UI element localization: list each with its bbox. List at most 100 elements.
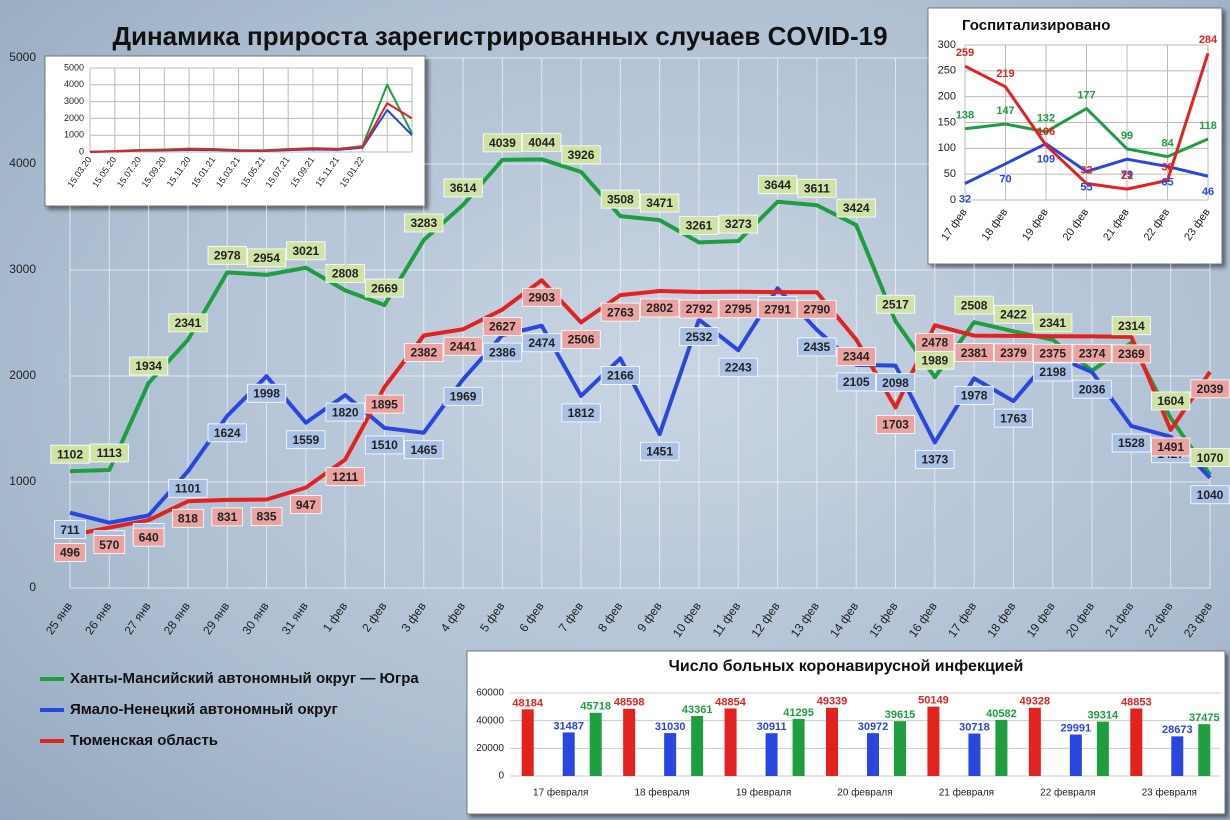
data-label-box: [443, 386, 483, 406]
data-label: 1969: [450, 389, 477, 403]
data-label-box: [1072, 343, 1112, 363]
data-label: 640: [139, 530, 159, 544]
data-label-box: [993, 408, 1034, 428]
data-label-box: [50, 444, 90, 464]
data-label: 835: [257, 510, 277, 524]
data-label-box: [757, 175, 798, 195]
data-label: 79: [1121, 169, 1133, 181]
data-label-box: [1190, 485, 1230, 505]
bar: [691, 716, 704, 776]
data-label-box: [522, 287, 562, 307]
data-label-box: [718, 214, 758, 234]
data-label: 3611: [804, 181, 830, 195]
data-label: 2341: [175, 316, 202, 330]
data-label: 21: [1121, 170, 1133, 182]
data-label: 2382: [410, 346, 437, 360]
data-label: 1070: [1197, 451, 1224, 465]
chart-title: Госпитализировано: [962, 17, 1110, 34]
data-label: 1763: [1000, 411, 1027, 425]
x-tick-label: 20 февраля: [837, 787, 892, 799]
data-label: 2098: [882, 376, 909, 390]
data-label: 2954: [253, 251, 280, 265]
data-label-box: [993, 343, 1034, 363]
data-label: 219: [996, 68, 1014, 80]
y-tick-label: 300: [938, 39, 956, 51]
data-label: 132: [1037, 113, 1055, 125]
data-label: 1978: [961, 389, 988, 403]
data-label-box: [875, 294, 916, 314]
data-label-box: [1111, 433, 1151, 453]
bar: [623, 708, 636, 776]
bar: [826, 707, 838, 776]
data-label: 1510: [371, 438, 398, 452]
data-label: 48853: [1121, 696, 1152, 708]
y-tick-label: 50: [944, 168, 956, 180]
data-label: 2532: [686, 330, 713, 344]
bar: [724, 708, 737, 776]
x-tick-label: 23 февраля: [1142, 787, 1197, 799]
data-label: 2039: [1197, 382, 1224, 396]
data-label-box: [679, 327, 719, 347]
data-label-box: [482, 342, 523, 362]
data-label: 2314: [1118, 319, 1145, 333]
data-label-box: [679, 215, 719, 235]
series-line: [89, 102, 413, 153]
data-label-box: [600, 189, 640, 209]
x-tick-label: 19 февраля: [736, 787, 791, 799]
data-label-box: [404, 440, 444, 460]
data-label: 40582: [986, 708, 1017, 720]
data-label: 70: [999, 174, 1011, 186]
legend-label: Тюменская область: [70, 732, 218, 749]
data-label-box: [993, 304, 1034, 324]
data-label: 831: [217, 510, 237, 524]
data-label: 2517: [882, 297, 909, 311]
data-label-box: [207, 245, 247, 265]
data-label: 2344: [843, 350, 870, 364]
data-label-box: [168, 313, 208, 333]
data-label: 3424: [843, 201, 870, 215]
data-label-box: [1111, 316, 1151, 336]
data-label: 711: [60, 523, 80, 537]
data-label: 147: [996, 105, 1014, 117]
data-label: 2036: [1079, 382, 1106, 396]
data-label-box: [1190, 448, 1230, 467]
data-label-box: [915, 450, 955, 469]
series-line: [964, 142, 1209, 185]
data-label: 2379: [1000, 346, 1027, 360]
bar: [995, 719, 1008, 776]
data-label-box: [404, 343, 444, 362]
data-label-box: [129, 356, 169, 376]
data-label-box: [325, 467, 365, 487]
data-label: 2478: [921, 336, 948, 350]
data-label-box: [757, 299, 798, 319]
bar: [1028, 707, 1041, 776]
data-label: 1373: [921, 453, 948, 467]
data-label: 3644: [764, 178, 791, 192]
data-label-box: [54, 543, 86, 562]
y-tick-label: 2000: [9, 368, 36, 382]
data-label: 1998: [253, 386, 280, 400]
data-label: 32: [959, 193, 971, 205]
data-label-box: [250, 507, 283, 526]
data-label-box: [1033, 362, 1073, 382]
data-label: 30911: [757, 721, 787, 733]
data-label: 106: [1037, 126, 1055, 138]
data-label: 50149: [918, 695, 949, 707]
data-label-box: [364, 394, 405, 414]
data-label-box: [54, 520, 86, 540]
data-label: 118: [1199, 120, 1217, 132]
data-label: 30972: [858, 721, 889, 733]
inset-frame: [44, 55, 426, 207]
data-label: 1989: [921, 353, 948, 367]
data-label-box: [1151, 437, 1191, 457]
data-label: 1895: [371, 397, 398, 411]
data-label-box: [172, 508, 204, 528]
chart-title: Число больных коронавирусной инфекцией: [669, 658, 1024, 675]
data-label: 1451: [646, 444, 673, 458]
data-label: 1624: [214, 426, 241, 440]
chart-title: Динамика прироста зарегистрированных слу…: [112, 21, 887, 51]
data-label: 2374: [1079, 347, 1106, 361]
data-label: 2808: [332, 267, 359, 281]
